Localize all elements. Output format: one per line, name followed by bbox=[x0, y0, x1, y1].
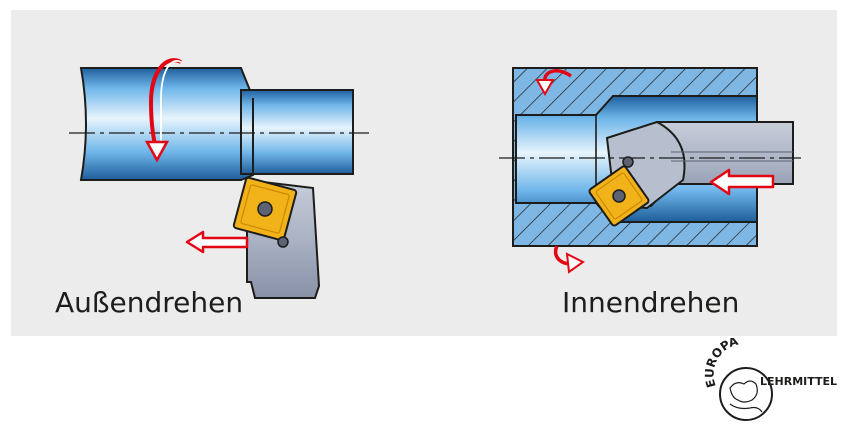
inner-turning-illustration bbox=[499, 67, 801, 274]
feed-arrow bbox=[185, 230, 249, 254]
publisher-logo: EUROPA LEHRMITTEL bbox=[700, 334, 848, 429]
logo-side-text: LEHRMITTEL bbox=[760, 375, 837, 388]
turning-diagram bbox=[69, 58, 801, 299]
logo-arc-text: EUROPA bbox=[702, 334, 740, 390]
svg-text:EUROPA: EUROPA bbox=[702, 338, 740, 389]
figure-panel: Außendrehen Innendrehen bbox=[11, 10, 837, 336]
workpiece-turned-diameter bbox=[240, 89, 354, 175]
europa-lehrmittel-logo: EUROPA LEHRMITTEL bbox=[702, 334, 837, 421]
inner-turning-label: Innendrehen bbox=[562, 286, 740, 319]
feed-arrow bbox=[709, 168, 775, 196]
outer-turning-label: Außendrehen bbox=[55, 286, 244, 319]
insert-screw bbox=[612, 189, 626, 203]
outer-turning-illustration bbox=[69, 58, 369, 299]
workpiece-large-cylinder bbox=[79, 67, 254, 181]
insert-screw bbox=[257, 201, 273, 217]
